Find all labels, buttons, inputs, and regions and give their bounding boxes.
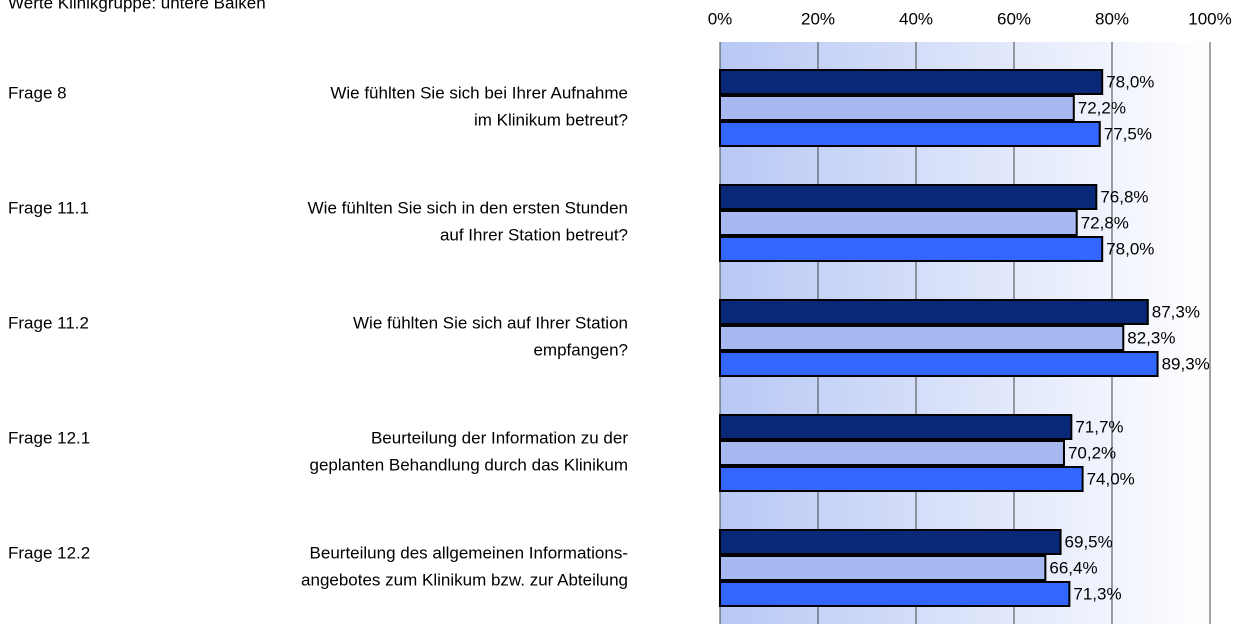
- bar: [719, 351, 1159, 377]
- category-label: Beurteilung der Information zu der: [371, 428, 628, 447]
- x-tick-label: 40%: [899, 9, 933, 28]
- category-label: Wie fühlten Sie sich bei Ihrer Aufnahme: [330, 83, 628, 102]
- x-tick-label: 20%: [801, 9, 835, 28]
- bar: [719, 69, 1104, 95]
- bar: [719, 121, 1101, 147]
- value-label: 70,2%: [1068, 443, 1116, 462]
- bar: [719, 299, 1149, 325]
- category-label: empfangen?: [533, 340, 628, 359]
- category-label: im Klinikum betreut?: [474, 110, 628, 129]
- value-label: 74,0%: [1087, 469, 1135, 488]
- value-label: 71,7%: [1075, 417, 1123, 436]
- category-label: geplanten Behandlung durch das Klinikum: [309, 455, 628, 474]
- bar: [719, 581, 1071, 607]
- bar: [719, 236, 1104, 262]
- bar: [719, 210, 1078, 236]
- category-label: Wie fühlten Sie sich auf Ihrer Station: [353, 313, 628, 332]
- x-tick-label: 60%: [997, 9, 1031, 28]
- value-label: 87,3%: [1152, 302, 1200, 321]
- value-label: 89,3%: [1162, 354, 1210, 373]
- chart-subtitle: Werte Klinikgruppe: untere Balken: [8, 0, 266, 12]
- value-label: 72,2%: [1078, 98, 1126, 117]
- x-tick-label: 100%: [1188, 9, 1231, 28]
- value-label: 69,5%: [1065, 532, 1113, 551]
- value-label: 78,0%: [1106, 239, 1154, 258]
- value-label: 71,3%: [1073, 584, 1121, 603]
- bar: [719, 184, 1098, 210]
- value-label: 72,8%: [1081, 213, 1129, 232]
- question-id: Frage 12.1: [8, 428, 90, 447]
- bar: [719, 555, 1047, 581]
- question-id: Frage 12.2: [8, 543, 90, 562]
- bar: [719, 466, 1084, 492]
- category-label: auf Ihrer Station betreut?: [440, 225, 628, 244]
- bar: [719, 440, 1065, 466]
- bar: [719, 529, 1062, 555]
- value-label: 77,5%: [1104, 124, 1152, 143]
- value-label: 78,0%: [1106, 72, 1154, 91]
- value-label: 82,3%: [1127, 328, 1175, 347]
- x-tick-label: 0%: [708, 9, 733, 28]
- category-label: Beurteilung des allgemeinen Informations…: [310, 543, 628, 562]
- category-label: Wie fühlten Sie sich in den ersten Stund…: [308, 198, 628, 217]
- x-tick-label: 80%: [1095, 9, 1129, 28]
- bar: [719, 325, 1125, 351]
- bar: [719, 414, 1073, 440]
- bar: [719, 95, 1075, 121]
- value-label: 66,4%: [1049, 558, 1097, 577]
- category-label: angebotes zum Klinikum bzw. zur Abteilun…: [301, 570, 628, 589]
- question-id: Frage 11.1: [8, 198, 89, 217]
- question-id: Frage 11.2: [8, 313, 89, 332]
- value-label: 76,8%: [1100, 187, 1148, 206]
- question-id: Frage 8: [8, 83, 67, 102]
